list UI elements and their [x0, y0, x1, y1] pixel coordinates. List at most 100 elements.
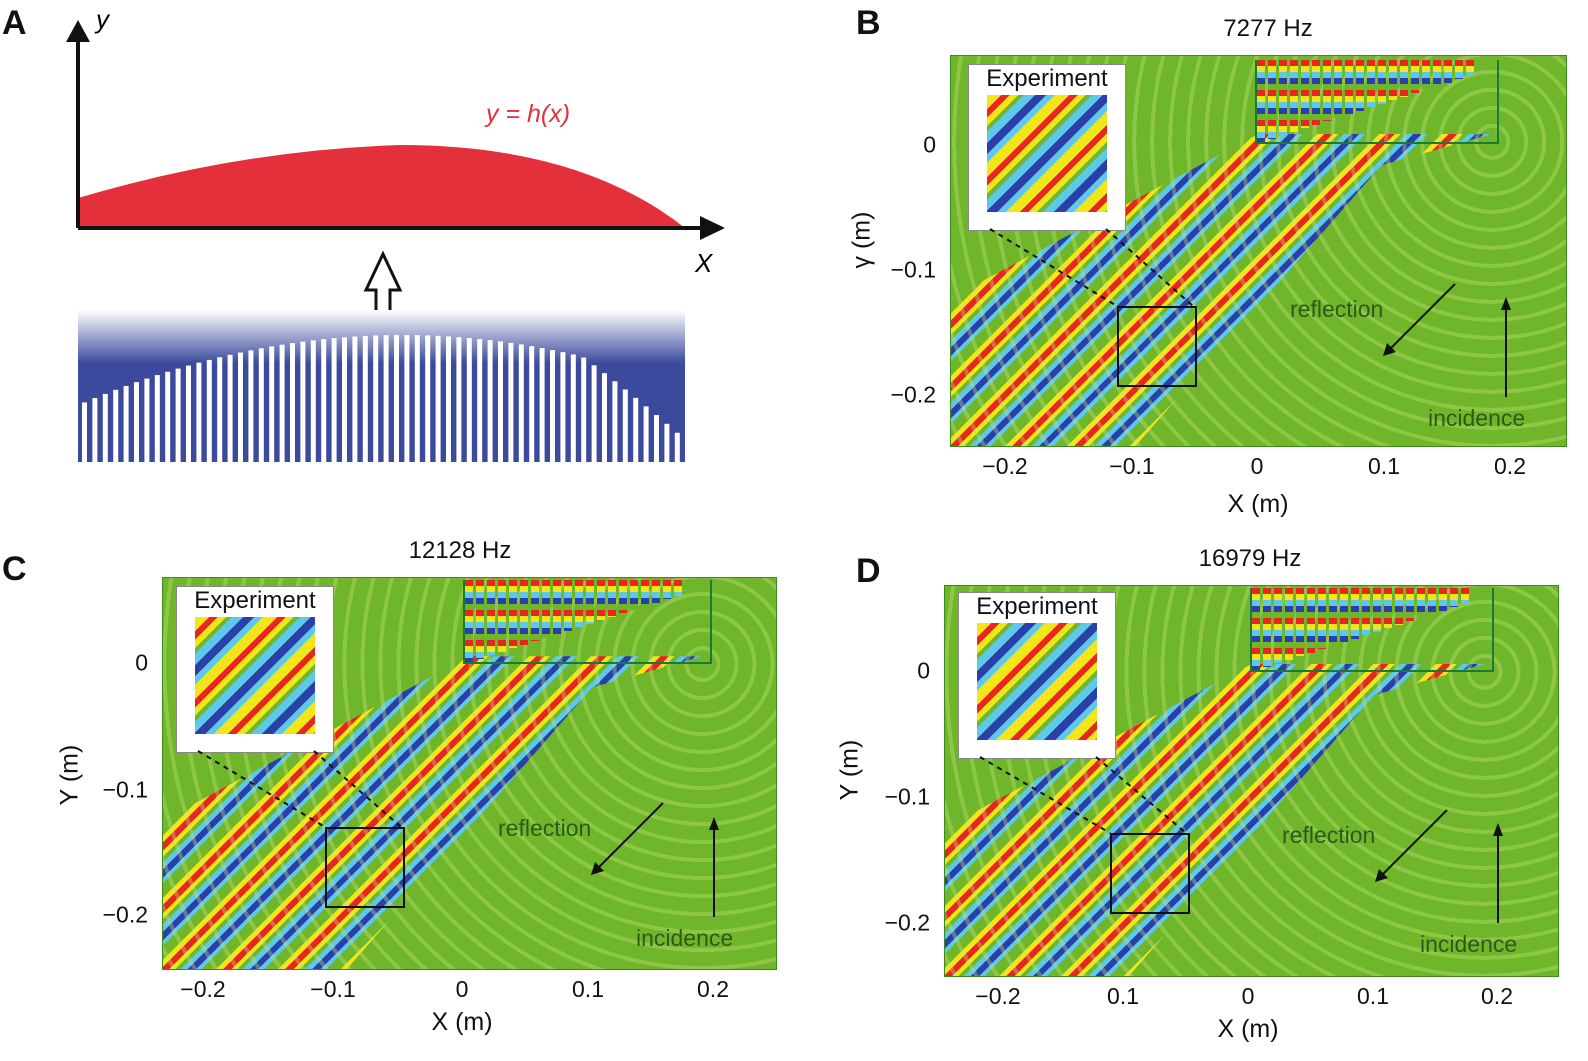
- grating-slit: [1466, 60, 1474, 76]
- x-tick-label: −0.2: [975, 983, 1021, 1009]
- panel-a-diagram: [66, 20, 725, 472]
- grating-slit: [1323, 60, 1331, 121]
- measurement-region-box: [1110, 833, 1190, 914]
- grating-slit: [1307, 588, 1315, 653]
- x-tick-label: −0.1: [1109, 453, 1155, 479]
- slit: [321, 339, 327, 472]
- x-tick-label: 0: [1241, 983, 1255, 1009]
- inset-title: Experiment: [986, 65, 1108, 92]
- slit: [425, 335, 431, 472]
- slit: [446, 336, 451, 472]
- slit: [570, 354, 576, 472]
- x-tick-label: −0.2: [982, 453, 1028, 479]
- slit: [310, 340, 316, 472]
- grating-slit: [1461, 588, 1469, 604]
- panel-title-c: 12128 Hz: [408, 537, 512, 564]
- grating-slit: [476, 580, 484, 659]
- y-tick-label: −0.1: [884, 783, 930, 810]
- grating-slit: [553, 580, 561, 634]
- grating-slit: [1417, 588, 1425, 618]
- slit: [165, 371, 171, 472]
- grating-slit: [1373, 588, 1381, 632]
- slit: [487, 340, 493, 472]
- grating-slit: [1356, 60, 1364, 111]
- grating-slit: [1455, 60, 1463, 79]
- grating-slit: [663, 580, 671, 599]
- curve-label: y = h(x): [486, 100, 571, 128]
- grating-slit: [465, 580, 473, 662]
- slit: [383, 335, 389, 472]
- slit: [404, 335, 410, 472]
- slit: [394, 335, 399, 472]
- slit: [674, 432, 680, 472]
- grating-slit: [1296, 588, 1304, 656]
- x-tick-label: 0.1: [1368, 453, 1400, 479]
- grating-slit: [630, 580, 638, 610]
- slit: [362, 335, 368, 472]
- grating-slit: [597, 580, 605, 620]
- x-tick-label: 0.1: [1107, 983, 1139, 1009]
- grating-slit: [1433, 60, 1441, 86]
- panel-label-c: C: [2, 550, 27, 588]
- panel-title-b: 7277 Hz: [1223, 15, 1313, 42]
- grating-slit: [1257, 60, 1265, 142]
- slit: [373, 335, 379, 472]
- x-tick-label: 0.2: [1494, 453, 1526, 479]
- grating-slit: [1312, 60, 1320, 125]
- slit: [300, 341, 306, 472]
- slit: [602, 373, 607, 472]
- panel-label-b: B: [856, 4, 881, 42]
- incidence-label: incidence: [1420, 931, 1518, 957]
- grating-slit: [1329, 588, 1337, 646]
- grating-slit: [619, 580, 627, 613]
- y-axis-arrow-icon: [66, 20, 90, 42]
- slit: [290, 343, 295, 472]
- slit: [612, 381, 618, 472]
- panel-label-d: D: [856, 552, 881, 590]
- slit: [560, 352, 566, 472]
- y-tick-label: −0.2: [884, 909, 930, 936]
- grating-slit: [608, 580, 616, 617]
- slit: [102, 393, 108, 472]
- slit: [456, 337, 462, 472]
- slit: [196, 362, 202, 472]
- x-tick-label: 0.1: [1357, 983, 1389, 1009]
- grating-slit: [1400, 60, 1408, 97]
- slit: [175, 368, 181, 472]
- grating-slit: [1444, 60, 1452, 83]
- grating-slit: [1362, 588, 1370, 635]
- x-tick-label: −0.1: [310, 976, 356, 1002]
- slit: [144, 378, 150, 472]
- x-axis-arrow-icon: [700, 216, 725, 240]
- grating-slit: [652, 580, 660, 603]
- measurement-region-box: [1117, 306, 1197, 387]
- grating-slit: [1439, 588, 1447, 611]
- y-tick-label: 0: [917, 657, 930, 684]
- reflection-label: reflection: [1282, 822, 1376, 848]
- metasurface-grating: [463, 580, 712, 664]
- slit: [123, 385, 129, 472]
- grating-slit: [1301, 60, 1309, 128]
- grating-slit: [1334, 60, 1342, 118]
- y-tick-label: −0.1: [102, 776, 148, 803]
- metasurface-grating: [1255, 60, 1499, 144]
- grating-slit: [674, 580, 682, 596]
- grating-slit: [520, 580, 528, 645]
- slit: [550, 350, 555, 472]
- grating-slit: [1406, 588, 1414, 621]
- metasurface-grating: [1250, 588, 1494, 672]
- slit: [508, 342, 514, 472]
- slit: [643, 406, 649, 472]
- slit: [186, 365, 191, 472]
- slit: [581, 357, 587, 472]
- inset-title: Experiment: [976, 593, 1098, 620]
- slit: [113, 389, 119, 472]
- y-tick-label: 0: [923, 131, 936, 158]
- experiment-inset: Experiment: [176, 586, 334, 753]
- slit: [539, 347, 545, 472]
- grating-slit: [586, 580, 594, 624]
- slit: [248, 350, 254, 472]
- x-axis-title: X (m): [1217, 1015, 1279, 1043]
- x-tick-label: 0.1: [572, 976, 604, 1002]
